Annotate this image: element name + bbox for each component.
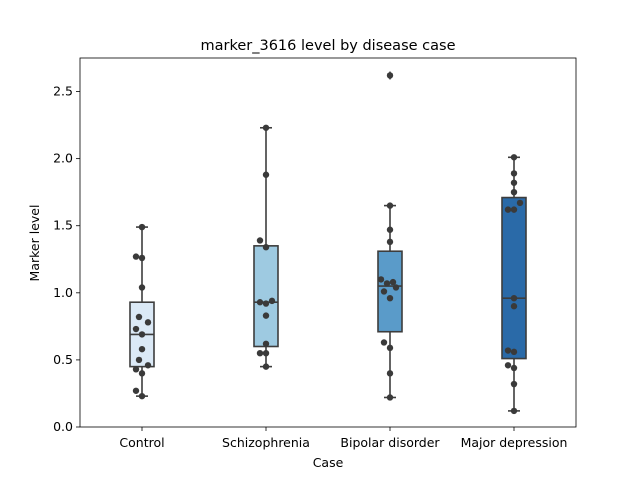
data-point [386, 344, 394, 352]
data-point [380, 288, 388, 295]
data-point [262, 124, 270, 131]
data-point [132, 253, 140, 260]
chart-title: marker_3616 level by disease case [201, 38, 456, 54]
x-tick-label: Bipolar disorder [340, 435, 440, 450]
data-point [256, 299, 264, 306]
data-point [510, 179, 518, 186]
data-point [510, 188, 518, 196]
data-point [132, 387, 140, 394]
data-point [386, 72, 394, 79]
y-axis-label: Marker level [27, 205, 42, 282]
data-point [504, 362, 512, 369]
x-tick-label: Major depression [461, 435, 568, 450]
data-point [262, 300, 270, 307]
data-point [268, 297, 276, 305]
data-point [510, 206, 518, 213]
data-point [132, 325, 140, 333]
data-point [377, 276, 385, 283]
data-point [144, 362, 152, 369]
plot-frame [79, 57, 577, 428]
data-point [138, 392, 146, 400]
data-point [504, 347, 512, 354]
data-point [262, 340, 270, 348]
data-point [138, 284, 146, 291]
data-point [510, 407, 518, 415]
data-point [132, 366, 140, 373]
data-point [138, 254, 146, 262]
data-point [386, 370, 394, 377]
y-tick-label: 0.0 [53, 419, 73, 434]
data-point [386, 394, 394, 401]
data-point [510, 348, 518, 356]
data-point [386, 238, 394, 246]
data-point [138, 345, 146, 353]
data-point [510, 364, 518, 372]
data-point [135, 313, 143, 321]
data-point [389, 278, 397, 286]
data-point [510, 170, 518, 177]
x-axis-label: Case [313, 455, 344, 470]
data-point [380, 339, 388, 346]
data-point [256, 350, 264, 357]
data-point [504, 206, 512, 213]
data-point [138, 331, 146, 338]
data-point [262, 171, 270, 178]
data-point [510, 154, 518, 161]
data-point [262, 312, 270, 319]
y-tick-label: 1.0 [53, 285, 73, 300]
data-point [516, 199, 524, 207]
y-tick-label: 2.5 [53, 84, 73, 99]
data-point [135, 356, 143, 364]
data-point [262, 243, 270, 251]
data-point [386, 202, 394, 209]
box-iqr [253, 245, 279, 348]
x-tick-label: Control [119, 435, 164, 450]
data-point [510, 380, 518, 388]
y-tick-label: 0.5 [53, 352, 73, 367]
data-point [262, 363, 270, 370]
data-point [510, 303, 518, 310]
y-tick-label: 1.5 [53, 218, 73, 233]
x-tick-label: Schizophrenia [222, 435, 310, 450]
data-point [144, 319, 152, 326]
y-tick-label: 2.0 [53, 151, 73, 166]
plot-area: 0.0 0.5 1.0 1.5 2.0 2.5 Control Schizophrenia Bi… [53, 57, 577, 450]
data-point [392, 284, 400, 291]
data-point [510, 294, 518, 302]
data-point [138, 370, 146, 377]
data-point [256, 237, 264, 244]
data-point [386, 294, 394, 302]
box-iqr [501, 196, 527, 360]
data-point [262, 350, 270, 357]
data-point [383, 280, 391, 287]
data-point [386, 226, 394, 233]
data-point [138, 223, 146, 231]
